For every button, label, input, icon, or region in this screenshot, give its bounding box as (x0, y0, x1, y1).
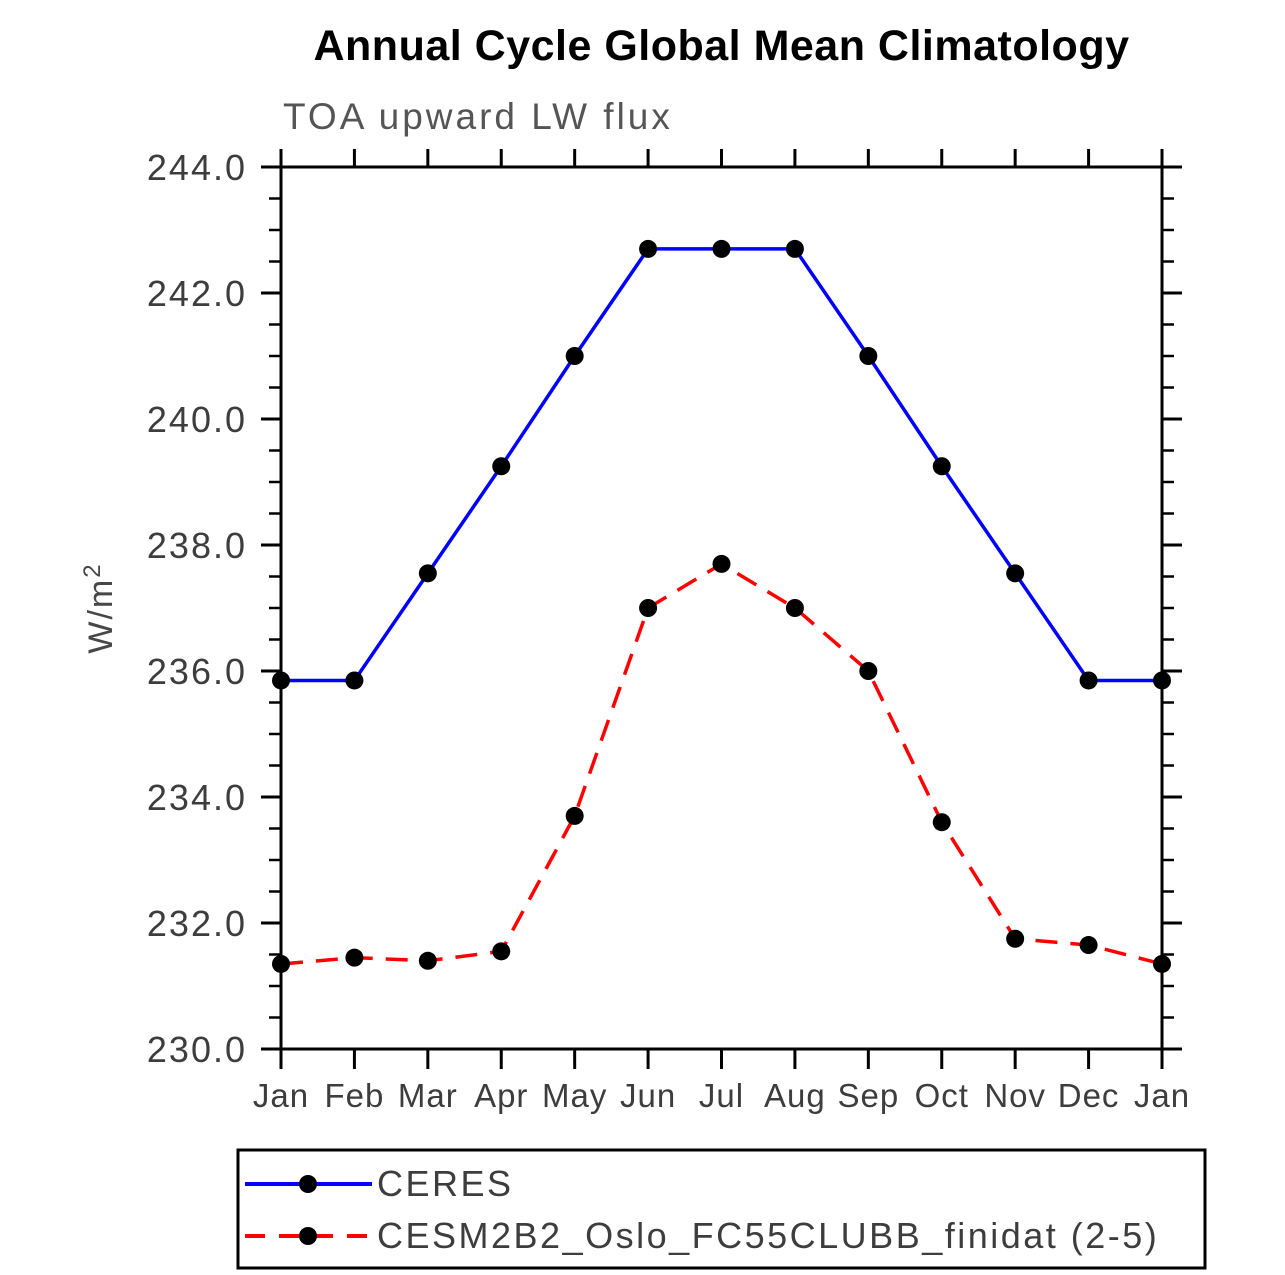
series-1-data-point-marker (1079, 936, 1098, 955)
legend-marker-0 (299, 1175, 317, 1193)
chart-title: Annual Cycle Global Mean Climatology (313, 22, 1130, 70)
x-axis-tick-label: Jan (253, 1077, 309, 1114)
series-0-data-point-marker (712, 239, 731, 258)
x-axis-tick-label: Jan (1134, 1077, 1190, 1114)
y-axis-tick-label: 232.0 (147, 903, 247, 944)
legend-marker-1 (299, 1227, 317, 1245)
series-0-data-point-marker (492, 457, 511, 476)
legend-label-0: CERES (377, 1163, 514, 1204)
legend-box (236, 1148, 1207, 1270)
x-axis-tick-label: Dec (1058, 1077, 1120, 1114)
series-1-data-point-marker (859, 662, 878, 680)
y-axis-tick-label: 242.0 (147, 273, 247, 314)
series-0-data-point-marker (565, 347, 584, 365)
series-1-data-point-marker (785, 599, 804, 617)
series-0-data-point-marker (1153, 671, 1171, 690)
legend-label-1: CESM2B2_Oslo_FC55CLUBB_finidat (2-5) (377, 1215, 1159, 1256)
plot-frame (279, 165, 1164, 1051)
series-0-data-point-marker (272, 671, 290, 690)
series-0-data-point-marker (859, 347, 878, 365)
x-axis-tick-label: Sep (837, 1077, 899, 1114)
series-1-data-point-marker (565, 806, 584, 825)
y-axis-tick-label: 236.0 (147, 651, 247, 692)
x-axis-tick-label: Jul (699, 1077, 744, 1114)
y-axis-tick-label: 244.0 (147, 147, 247, 188)
series-1-data-point-marker (492, 942, 511, 961)
y-axis-tick-label: 238.0 (147, 525, 247, 566)
series-1-data-point-marker (272, 954, 290, 973)
series-0-data-point-marker (345, 671, 364, 690)
x-axis-tick-label: Nov (984, 1077, 1046, 1114)
x-axis-tick-label: Oct (915, 1077, 969, 1114)
y-axis-tick-label: 240.0 (147, 399, 247, 440)
x-axis-tick-label: Feb (324, 1077, 384, 1114)
series-1-data-point-marker (639, 599, 658, 617)
series-0-data-point-marker (639, 239, 658, 258)
chart-subtitle: TOA upward LW flux (283, 96, 673, 137)
series-1-data-point-marker (345, 948, 364, 967)
x-axis-tick-label: Apr (474, 1077, 528, 1114)
series-0-data-point-marker (785, 239, 804, 258)
series-1-data-point-marker (932, 813, 951, 832)
series-0-data-point-marker (932, 457, 951, 476)
series-0-data-point-marker (418, 564, 437, 583)
x-axis-tick-label: Aug (764, 1077, 826, 1114)
y-axis-tick-label: 234.0 (147, 777, 247, 818)
series-1-data-point-marker (1006, 929, 1025, 948)
series-line-0 (281, 247, 1162, 683)
series-0-data-point-marker (1006, 564, 1025, 583)
series-1-data-point-marker (1153, 954, 1171, 973)
series-line-1 (280, 561, 1163, 966)
series-1-data-point-marker (712, 554, 731, 573)
x-axis-tick-label: Jun (620, 1077, 676, 1114)
y-axis-tick-label: 230.0 (147, 1029, 247, 1070)
x-axis-tick-label: May (542, 1077, 607, 1114)
series-1-data-point-marker (418, 951, 437, 970)
x-axis-tick-label: Mar (398, 1077, 458, 1114)
series-0-data-point-marker (1079, 671, 1098, 690)
